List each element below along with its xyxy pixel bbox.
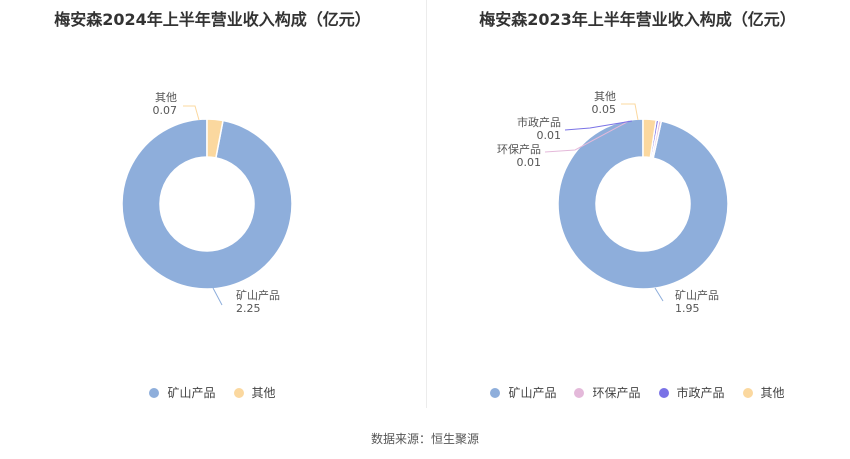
legend-swatch-other [233, 387, 244, 398]
leader-line-other-2023 [621, 103, 639, 121]
slice-mining-products-2024[interactable] [121, 118, 293, 290]
data-label-value-env-products-2023: 0.01 [517, 156, 542, 169]
data-label-value-municipal-products-2023: 0.01 [537, 129, 562, 142]
chart-title-2023: 梅安森2023年上半年营业收入构成（亿元） [479, 10, 796, 29]
legend-label-municipal-products: 市政产品 [676, 386, 725, 400]
legend-swatch-env-products [574, 387, 585, 398]
data-label-value-mining-products-2023: 1.95 [675, 302, 700, 315]
data-label-value-other-2024: 0.07 [153, 104, 178, 117]
leader-line-mining-products-2023 [654, 287, 664, 302]
leader-line-mining-products-2024 [212, 287, 223, 306]
legend-label-mining-products: 矿山产品 [167, 386, 216, 400]
leader-line-municipal-products-2023 [564, 120, 633, 131]
legend-item-mining-products-2023[interactable]: 矿山产品 [490, 384, 556, 401]
legend-swatch-municipal-products [658, 387, 669, 398]
legend-swatch-mining-products [149, 387, 160, 398]
legend-item-env-products-2023[interactable]: 环保产品 [574, 384, 641, 401]
data-label-name-other-2024: 其他 [155, 91, 177, 104]
data-label-name-mining-products-2024: 矿山产品 [236, 288, 280, 302]
legend-label-other: 其他 [251, 386, 276, 400]
legend-2024: 矿山产品 其他 [0, 384, 425, 401]
legend-item-mining-products-2024[interactable]: 矿山产品 [149, 384, 216, 401]
data-source: 数据来源：恒生聚源 [370, 432, 479, 446]
chart-title-2024: 梅安森2024年上半年营业收入构成（亿元） [54, 10, 371, 29]
data-label-name-other-2023: 其他 [594, 90, 616, 103]
legend-label-mining-products: 矿山产品 [508, 386, 557, 400]
legend-label-other: 其他 [760, 386, 785, 400]
leader-line-other-2024 [183, 105, 200, 121]
legend-label-env-products: 环保产品 [592, 386, 641, 400]
legend-item-other-2024[interactable]: 其他 [233, 384, 276, 401]
legend-swatch-other [742, 387, 753, 398]
panel-divider [426, 0, 427, 408]
data-label-name-mining-products-2023: 矿山产品 [675, 288, 719, 302]
data-label-name-env-products-2023: 环保产品 [497, 142, 541, 156]
slice-other-2024[interactable] [206, 118, 224, 159]
legend-2023: 矿山产品 环保产品 市政产品 其他 [425, 384, 850, 401]
leader-line-env-products-2023 [544, 120, 630, 153]
data-label-value-other-2023: 0.05 [592, 103, 617, 116]
slice-other-2023[interactable] [642, 118, 658, 159]
legend-item-municipal-products-2023[interactable]: 市政产品 [658, 384, 725, 401]
data-label-name-municipal-products-2023: 市政产品 [517, 115, 561, 129]
chart-panel-2023: 梅安森2023年上半年营业收入构成（亿元） 矿山产品 1.95 环保产品 0.01 市政… [425, 0, 850, 410]
chart-panel-2024: 梅安森2024年上半年营业收入构成（亿元） 矿山产品 2.25 其他 0.07 矿山产… [0, 0, 425, 410]
data-label-value-mining-products-2024: 2.25 [236, 302, 261, 315]
legend-item-other-2023[interactable]: 其他 [742, 384, 785, 401]
slice-mining-products-2023[interactable] [557, 118, 729, 290]
legend-swatch-mining-products [490, 387, 501, 398]
